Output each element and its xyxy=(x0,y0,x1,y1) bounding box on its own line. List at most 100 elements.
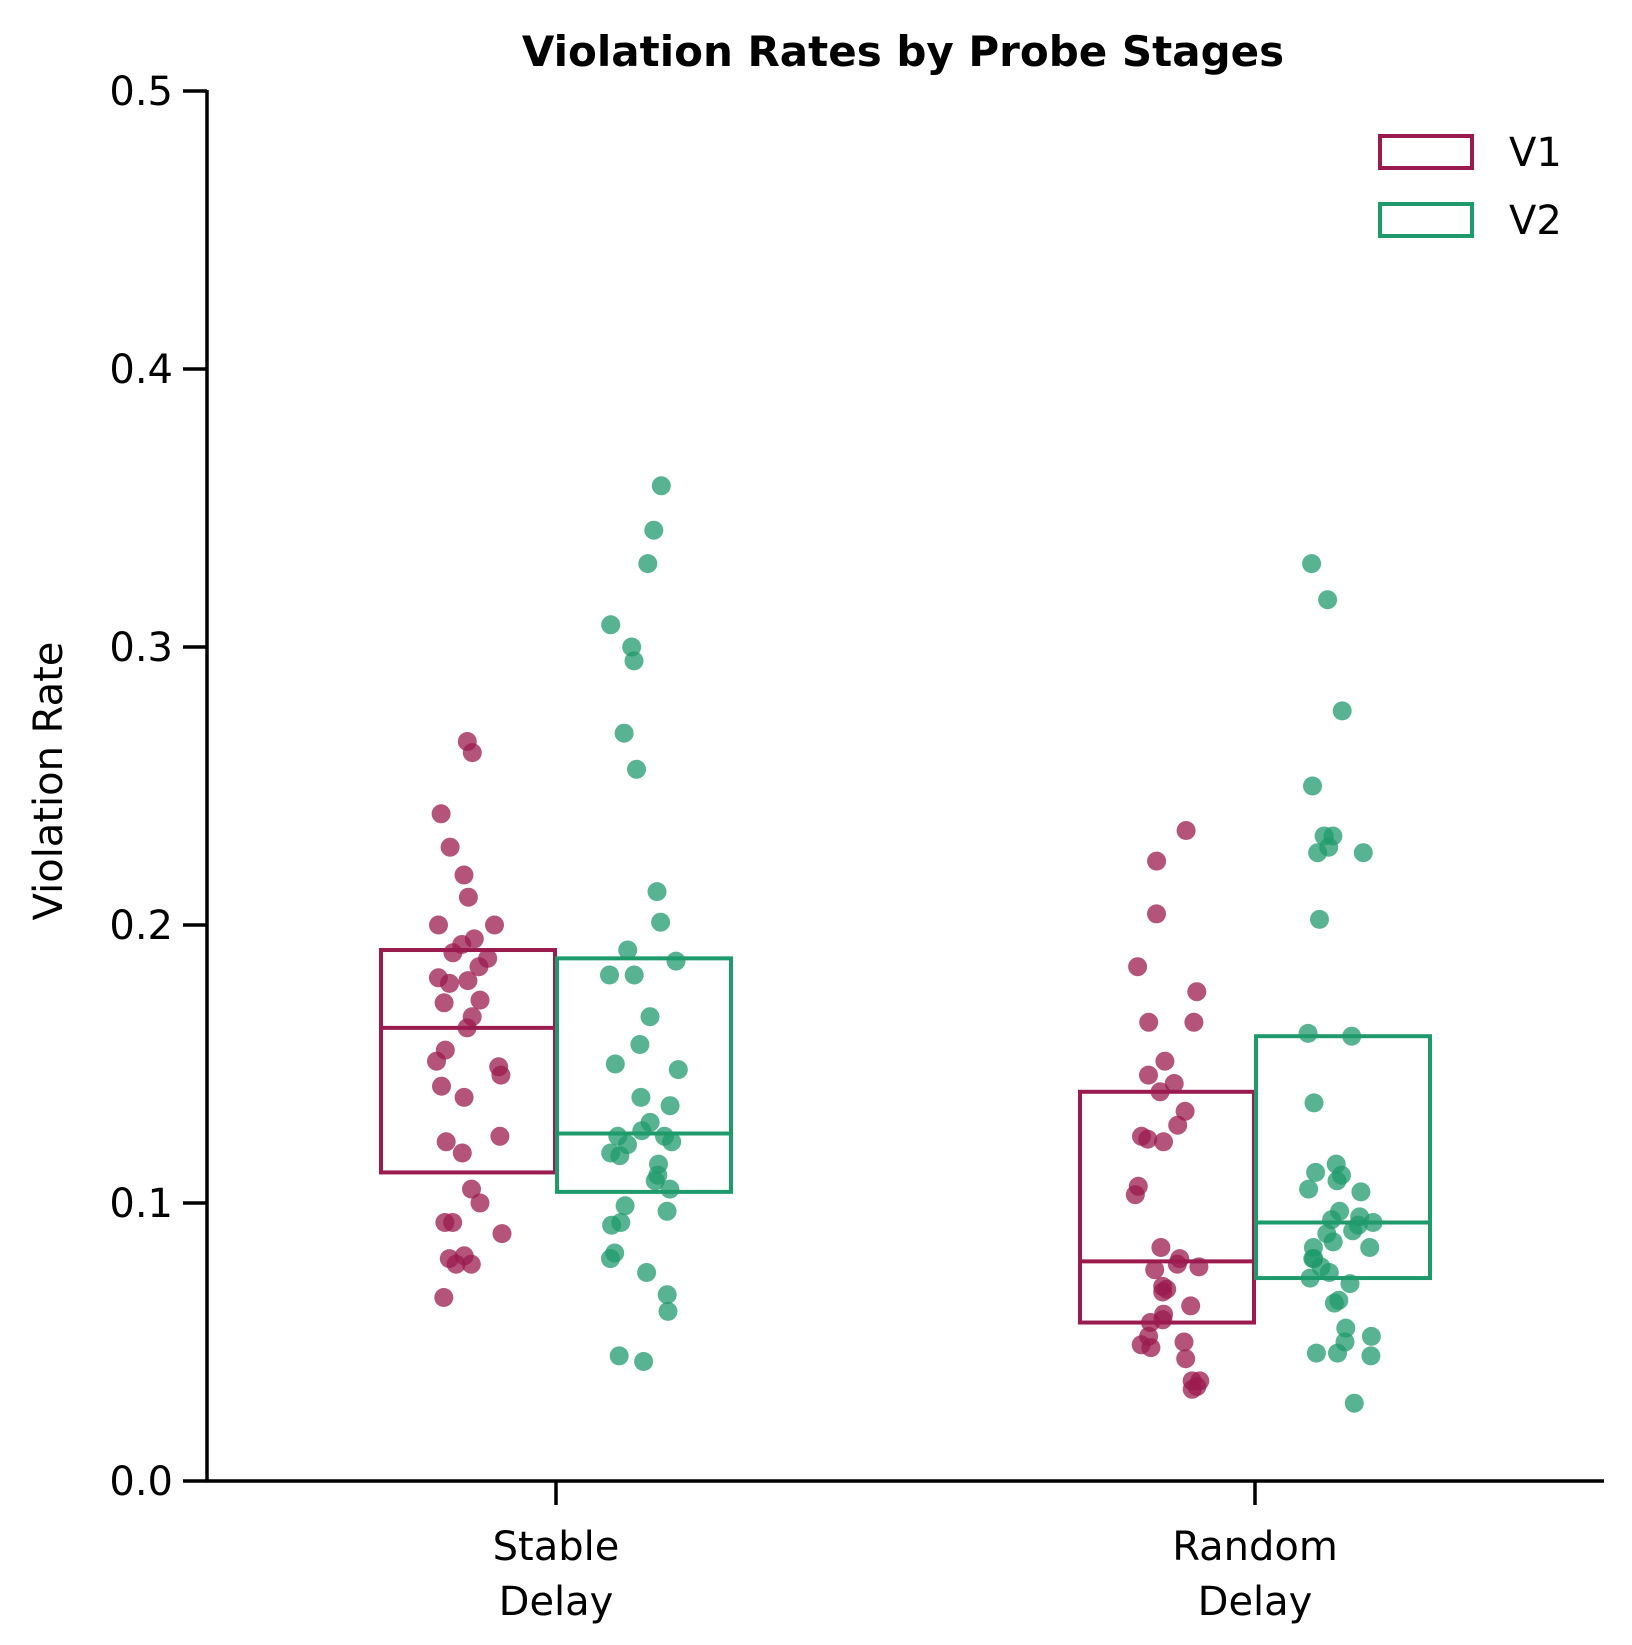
data-point xyxy=(458,971,478,991)
legend-label-v1: V1 xyxy=(1509,130,1562,176)
x-tick-label: Delay xyxy=(1198,1579,1313,1625)
y-tick-label: 0.1 xyxy=(109,1181,173,1227)
legend-swatch-v2 xyxy=(1378,202,1474,238)
data-point xyxy=(469,957,489,977)
data-point xyxy=(614,723,634,743)
data-point xyxy=(1353,843,1373,863)
data-point xyxy=(632,1121,652,1141)
data-point xyxy=(660,1179,680,1199)
data-point xyxy=(1138,1129,1158,1149)
data-point xyxy=(1154,1132,1173,1152)
data-point xyxy=(1361,1326,1381,1346)
data-point xyxy=(490,1126,510,1146)
data-point xyxy=(1189,1257,1209,1277)
data-point xyxy=(605,1054,625,1074)
x-tick-label: Random xyxy=(1172,1524,1338,1570)
data-point xyxy=(644,520,664,540)
data-point xyxy=(1150,1082,1170,1102)
data-point xyxy=(624,651,644,671)
data-point xyxy=(1328,1343,1347,1363)
data-point xyxy=(458,887,478,907)
data-point xyxy=(631,1087,651,1107)
data-point xyxy=(637,1263,657,1282)
data-point xyxy=(1176,821,1196,840)
data-point xyxy=(454,1087,474,1107)
data-point xyxy=(470,1193,490,1213)
data-point xyxy=(651,912,671,932)
data-point xyxy=(440,973,459,993)
data-point xyxy=(440,837,460,857)
data-point xyxy=(1310,909,1329,929)
data-point xyxy=(1300,1268,1320,1288)
data-point xyxy=(601,1249,620,1269)
data-point xyxy=(1332,701,1352,721)
data-point xyxy=(1360,1238,1380,1257)
data-point xyxy=(634,1352,654,1371)
data-point xyxy=(657,1285,677,1305)
data-point xyxy=(601,615,621,635)
data-point xyxy=(1167,1254,1187,1274)
axes-layer: 0.0 0.1 0.2 0.3 0.4 0.5 Stable Delay Random Delay xyxy=(109,69,1604,1625)
data-point xyxy=(630,1035,650,1054)
data-point xyxy=(1302,554,1322,574)
data-point xyxy=(662,1132,682,1152)
legend-swatch-v1 xyxy=(1378,134,1474,170)
data-point xyxy=(1327,1171,1347,1191)
data-point xyxy=(1182,1379,1202,1399)
data-point xyxy=(1181,1296,1201,1316)
data-point xyxy=(638,554,658,574)
data-point xyxy=(1361,1346,1381,1366)
x-tick-label: Stable xyxy=(493,1524,620,1570)
data-point xyxy=(1151,1238,1171,1257)
data-point xyxy=(1298,1023,1318,1043)
data-point xyxy=(1303,776,1322,796)
data-point xyxy=(1168,1115,1188,1135)
data-point xyxy=(462,743,482,763)
box-v2-0 xyxy=(555,956,733,1194)
data-point xyxy=(1125,1185,1145,1205)
data-point xyxy=(660,1096,680,1116)
data-point xyxy=(610,1146,630,1166)
data-point xyxy=(1304,1093,1324,1113)
data-point xyxy=(432,1076,451,1096)
data-point xyxy=(429,915,448,935)
data-point xyxy=(1187,982,1207,1002)
data-point xyxy=(602,1215,622,1235)
data-point xyxy=(434,993,454,1013)
y-tick-label: 0.5 xyxy=(109,69,173,115)
data-point xyxy=(1155,1051,1175,1071)
data-point xyxy=(454,865,474,885)
data-point xyxy=(485,915,504,935)
data-point xyxy=(640,1007,660,1027)
data-point xyxy=(434,1288,454,1307)
legend-label-v2: V2 xyxy=(1509,198,1562,244)
data-point xyxy=(457,1018,477,1038)
data-point xyxy=(1128,957,1148,977)
y-tick-label: 0.2 xyxy=(109,903,173,949)
data-point xyxy=(1164,1074,1184,1093)
data-point xyxy=(1324,1293,1344,1313)
chart-title: Violation Rates by Probe Stages xyxy=(522,27,1284,76)
data-point xyxy=(657,1201,677,1221)
x-tick-label: Delay xyxy=(499,1579,614,1625)
data-point xyxy=(470,990,490,1010)
data-point xyxy=(666,951,686,971)
y-tick-label: 0.4 xyxy=(109,347,173,393)
data-point xyxy=(615,1196,635,1216)
data-point xyxy=(1344,1393,1364,1413)
data-point xyxy=(461,1254,481,1274)
data-point xyxy=(1323,1232,1343,1252)
box-v2-1 xyxy=(1254,1034,1432,1281)
data-point xyxy=(651,476,671,496)
data-point xyxy=(668,1060,688,1080)
data-point xyxy=(1319,1263,1339,1282)
data-point xyxy=(1147,851,1167,871)
data-point xyxy=(1363,1213,1383,1232)
data-point xyxy=(491,1065,511,1085)
data-point xyxy=(427,1051,446,1071)
data-point xyxy=(452,1143,472,1163)
data-point xyxy=(1139,1065,1158,1085)
data-point xyxy=(1141,1338,1161,1358)
data-point xyxy=(1343,1221,1363,1241)
